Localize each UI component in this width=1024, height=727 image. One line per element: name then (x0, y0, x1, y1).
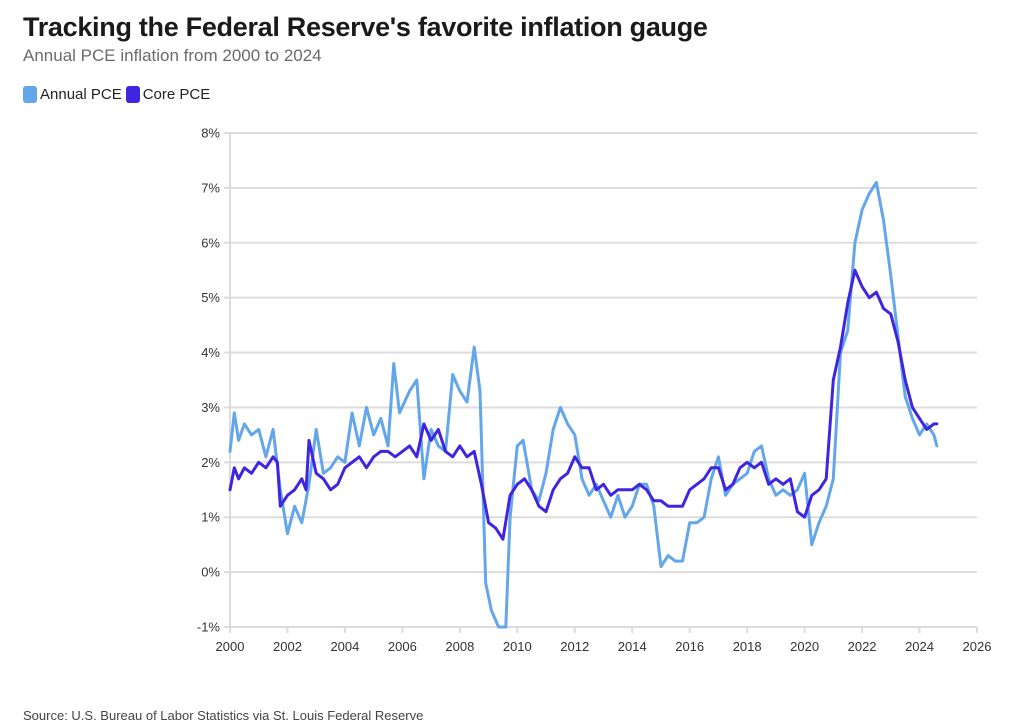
x-tick-label: 2006 (388, 639, 417, 654)
y-tick-label: 6% (201, 235, 220, 250)
legend-item-annual-pce[interactable]: Annual PCE (23, 86, 122, 103)
x-tick-label: 2020 (790, 639, 819, 654)
x-tick-label: 2010 (503, 639, 532, 654)
x-tick-label: 2004 (330, 639, 359, 654)
x-tick-label: 2014 (618, 639, 647, 654)
series-lines (228, 180, 939, 629)
y-tick-label: -1% (197, 620, 221, 635)
x-tick-label: 2008 (445, 639, 474, 654)
series-line-core-pce (228, 268, 939, 541)
x-tick-label: 2026 (963, 639, 992, 654)
x-tick-label: 2000 (216, 639, 245, 654)
x-tick-label: 2018 (733, 639, 762, 654)
x-axis-ticks: 2000 2002 2004 2006 2008 2010 2012 2014 2016 2018… (216, 639, 992, 654)
legend: Annual PCE Core PCE (23, 86, 214, 103)
y-tick-label: 5% (201, 290, 220, 305)
source-note: Source: U.S. Bureau of Labor Statistics … (23, 708, 424, 723)
y-tick-label: 0% (201, 565, 220, 580)
legend-label-annual-pce: Annual PCE (40, 86, 122, 103)
legend-item-core-pce[interactable]: Core PCE (125, 86, 211, 103)
y-tick-label: 4% (201, 345, 220, 360)
series-line-annual-pce (228, 180, 939, 629)
legend-swatch-core-pce (125, 86, 140, 103)
x-tick-label: 2012 (560, 639, 589, 654)
y-axis-ticks: -1% 0% 1% 2% 3% 4% 5% 6% 7% 8% (197, 126, 221, 635)
chart-subtitle: Annual PCE inflation from 2000 to 2024 (23, 46, 322, 65)
legend-label-core-pce: Core PCE (142, 86, 211, 103)
x-tick-label: 2022 (848, 639, 877, 654)
y-tick-label: 2% (201, 455, 220, 470)
chart-title: Tracking the Federal Reserve's favorite … (23, 12, 708, 42)
y-tick-label: 1% (201, 510, 220, 525)
y-tick-label: 8% (201, 126, 220, 141)
x-tick-label: 2016 (675, 639, 704, 654)
x-tick-label: 2002 (273, 639, 302, 654)
y-tick-label: 7% (201, 180, 220, 195)
x-tick-label: 2024 (905, 639, 934, 654)
y-tick-label: 3% (201, 400, 220, 415)
legend-swatch-annual-pce (23, 86, 37, 103)
